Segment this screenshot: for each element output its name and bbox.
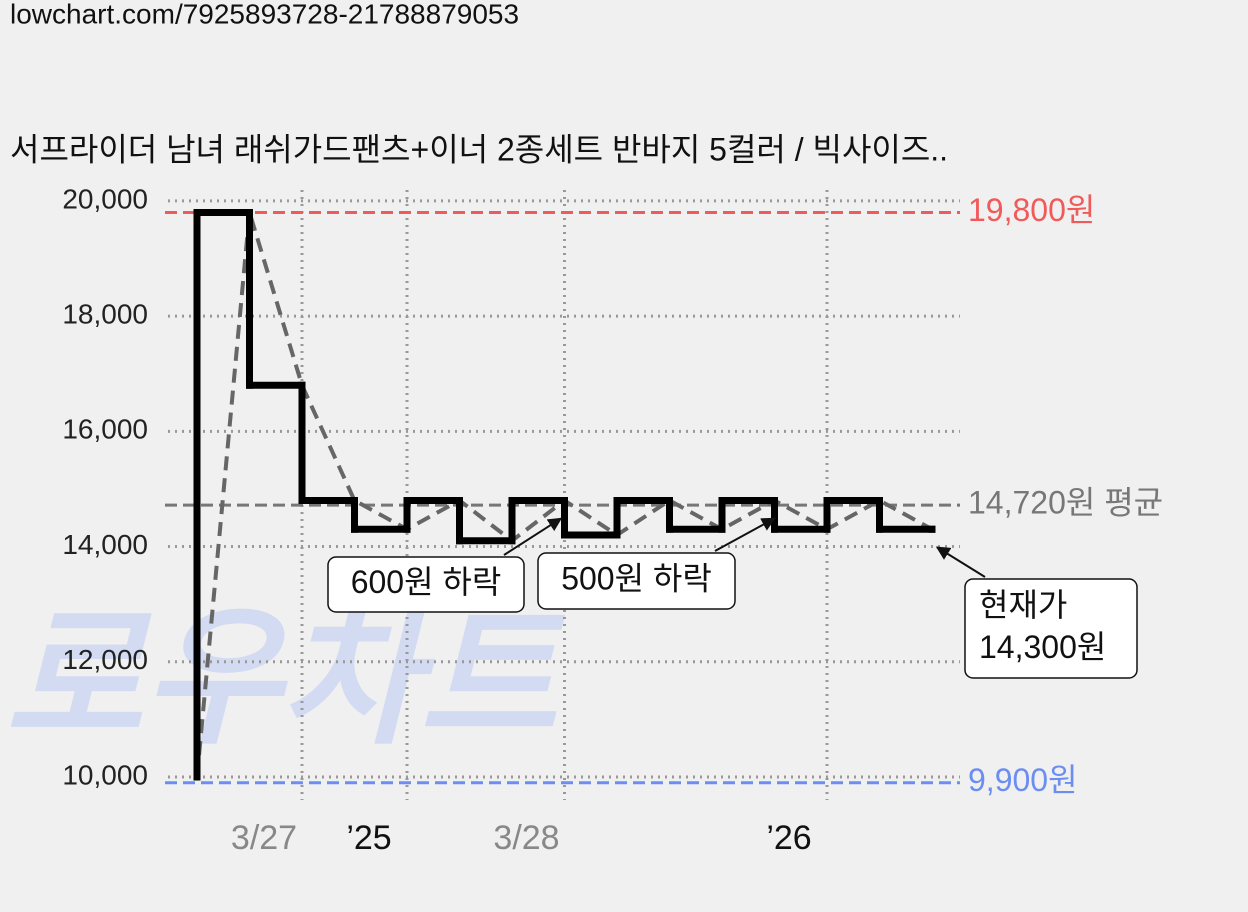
annotation-text: 500원 하락	[561, 560, 712, 596]
y-tick-label: 10,000	[62, 759, 148, 790]
x-tick-label: ’25	[346, 819, 391, 857]
reference-label: 19,800원	[968, 192, 1095, 228]
annotation-text: 현재가	[979, 587, 1067, 623]
y-tick-label: 18,000	[62, 299, 148, 330]
x-tick-label: ’26	[766, 819, 811, 857]
y-tick-label: 16,000	[62, 414, 148, 445]
annotation-text: 600원 하락	[351, 564, 502, 600]
x-tick-label: 3/27	[231, 819, 297, 857]
y-tick-label: 20,000	[62, 183, 148, 214]
annotation-arrow	[503, 517, 563, 556]
url: lowchart.com/7925893728-21788879053	[10, 0, 519, 29]
y-tick-label: 12,000	[62, 644, 148, 675]
annotation-arrow	[935, 546, 986, 578]
reference-label: 9,900원	[968, 762, 1078, 798]
annotation-box	[537, 552, 736, 610]
annotation-box	[327, 556, 525, 613]
annotation-arrow	[714, 517, 776, 552]
chart-title: 서프라이더 남녀 래쉬가드팬츠+이너 2종세트 반바지 5컬러 / 빅사이즈..	[10, 131, 948, 167]
y-tick-label: 14,000	[62, 529, 148, 560]
x-tick-label: 3/28	[493, 819, 559, 857]
annotation-text: 14,300원	[979, 629, 1106, 665]
annotation-box	[964, 578, 1138, 679]
watermark: 로우차트	[5, 594, 566, 762]
reference-label: 14,720원 평균	[968, 485, 1163, 521]
